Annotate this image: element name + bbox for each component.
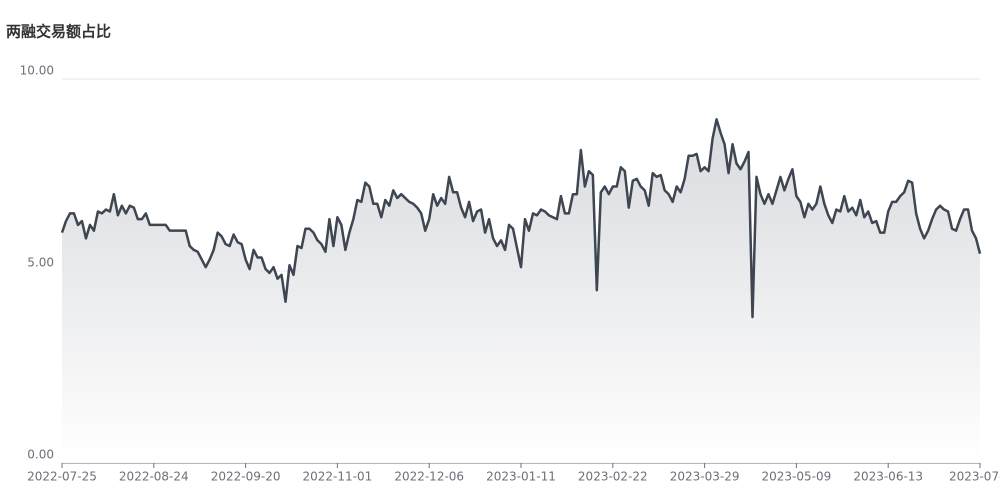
line [60, 118, 982, 319]
x-tick-label: 2022-08-24 [119, 470, 189, 484]
area [62, 119, 980, 463]
y-tick-label: 5.00 [27, 256, 54, 270]
x-tick-label: 2022-12-06 [394, 470, 464, 484]
y-tick-label: 10.00 [20, 64, 54, 78]
x-tick-label: 2023-02-22 [578, 470, 648, 484]
x-tick-label: 2022-09-20 [211, 470, 281, 484]
x-tick-label: 2023-03-29 [670, 470, 740, 484]
x-tick-label: 2022-11-01 [303, 470, 373, 484]
y-tick-label: 0.00 [27, 448, 54, 462]
x-tick-label: 2022-07-25 [27, 470, 97, 484]
x-tick-label: 2023-06-13 [853, 470, 923, 484]
x-tick-label: 2023-07-2 [949, 470, 1000, 484]
x-tick-label: 2023-01-11 [486, 470, 556, 484]
x-tick-label: 2023-05-09 [762, 470, 832, 484]
chart-title: 两融交易额占比 [6, 23, 111, 41]
